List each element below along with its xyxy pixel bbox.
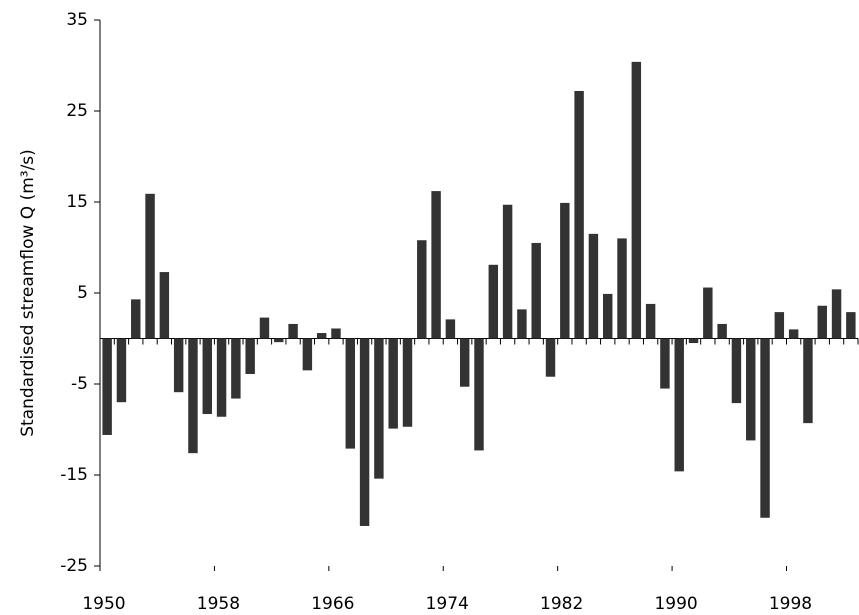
bar <box>259 317 270 339</box>
bar <box>545 338 556 377</box>
y-tick-label: -15 <box>60 465 88 485</box>
bar <box>774 312 785 339</box>
x-tick-label: 1974 <box>426 594 469 614</box>
bar <box>731 338 742 404</box>
bar <box>488 264 499 339</box>
bar <box>388 338 398 429</box>
y-tick-label: 35 <box>66 10 88 30</box>
bar <box>459 338 470 387</box>
bar <box>517 309 527 339</box>
bar <box>617 238 627 339</box>
bar <box>145 193 155 339</box>
bar <box>660 338 670 389</box>
bar <box>173 338 184 393</box>
y-tick-label: -25 <box>60 556 88 576</box>
bar <box>817 305 827 339</box>
y-tick-label: 5 <box>77 283 88 303</box>
bar <box>374 338 384 479</box>
bar <box>645 303 656 339</box>
bar <box>216 338 227 417</box>
bar <box>431 191 441 339</box>
bar <box>803 338 813 424</box>
bar <box>688 338 699 344</box>
x-tick-label: 1950 <box>82 594 125 614</box>
x-tick-label: 1966 <box>311 594 354 614</box>
x-tick-label: 1958 <box>197 594 240 614</box>
bar <box>674 338 684 472</box>
y-axis-label: Standardised streamflow Q (m³/s) <box>18 149 38 437</box>
bar <box>288 323 298 339</box>
bar <box>574 90 584 339</box>
bar <box>788 329 799 339</box>
bar <box>531 242 541 339</box>
bar <box>131 299 141 339</box>
bar <box>445 319 456 339</box>
y-tick-label: 15 <box>66 192 88 212</box>
bar <box>359 338 370 526</box>
bar <box>846 312 856 339</box>
bar <box>746 338 756 441</box>
bar <box>345 338 356 449</box>
bar <box>402 338 413 427</box>
y-tick-label: 25 <box>66 101 88 121</box>
bar <box>831 289 842 339</box>
bar <box>602 293 613 339</box>
bar <box>703 287 713 339</box>
bar <box>316 333 327 339</box>
bar <box>474 338 484 451</box>
bar <box>302 338 313 371</box>
bar <box>102 338 112 435</box>
bar <box>717 323 727 339</box>
x-tick-label: 1998 <box>769 594 812 614</box>
bar <box>202 338 212 415</box>
bar <box>502 204 513 339</box>
bar <box>760 338 770 518</box>
y-tick-label: -5 <box>71 374 88 394</box>
bar <box>116 338 127 403</box>
bar <box>274 338 284 343</box>
bar <box>159 272 170 339</box>
bar <box>188 338 198 454</box>
bar <box>331 328 341 339</box>
bar <box>417 240 427 339</box>
bar <box>588 233 599 339</box>
bar <box>245 338 255 374</box>
x-tick-label: 1990 <box>654 594 697 614</box>
bar <box>560 202 570 339</box>
bar <box>631 61 642 339</box>
bar <box>231 338 241 399</box>
x-tick-label: 1982 <box>540 594 583 614</box>
